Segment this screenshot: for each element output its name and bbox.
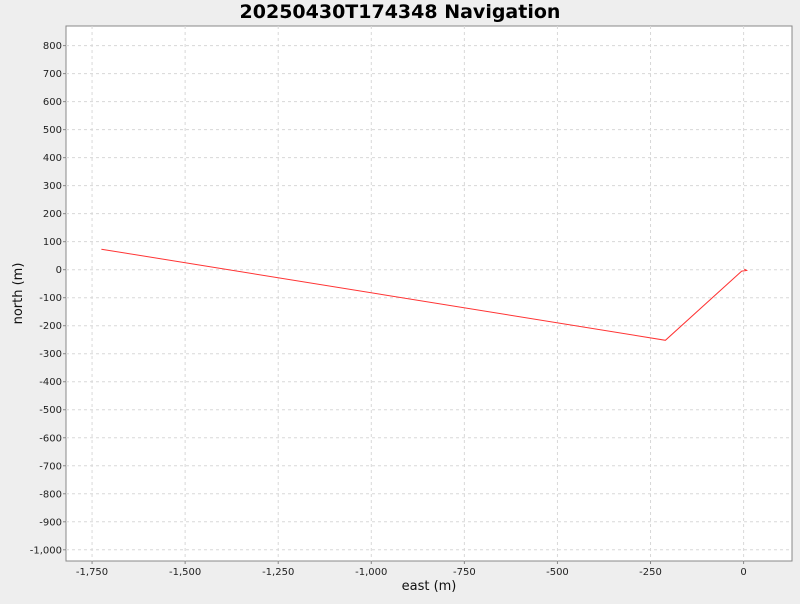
x-tick-label: -1,750 (76, 567, 108, 578)
x-axis-label: east (m) (402, 579, 457, 594)
y-tick-label: -300 (39, 349, 62, 360)
y-tick-label: 600 (43, 97, 62, 108)
x-tick-label: -1,250 (262, 567, 294, 578)
y-tick-label: 500 (43, 125, 62, 136)
y-tick-label: -800 (39, 489, 62, 500)
y-tick-label: -100 (39, 293, 62, 304)
y-tick-label: -1,000 (30, 545, 62, 556)
series-layer (101, 248, 749, 341)
y-tick-label: 400 (43, 153, 62, 164)
x-tick-label: -250 (639, 567, 662, 578)
y-tick-label: 700 (43, 69, 62, 80)
chart-title: 20250430T174348 Navigation (240, 1, 561, 23)
y-tick-label: 300 (43, 181, 62, 192)
x-tick-label: -500 (546, 567, 569, 578)
y-tick-label: -200 (39, 321, 62, 332)
y-tick-label: -900 (39, 517, 62, 528)
y-tick-label: 0 (56, 265, 62, 276)
axis-layer: 800 700 600 500 400 300 200 100 0 -100 -200 -300 -40… (30, 41, 747, 578)
y-tick-label: -400 (39, 377, 62, 388)
y-tick-label: -700 (39, 461, 62, 472)
series-line (101, 248, 749, 341)
x-tick-label: -1,500 (169, 567, 201, 578)
y-tick-label: 200 (43, 209, 62, 220)
plot-area (65, 25, 793, 562)
grid-layer (66, 26, 792, 561)
y-tick-label: -600 (39, 433, 62, 444)
x-tick-label: -750 (453, 567, 476, 578)
y-tick-label: -500 (39, 405, 62, 416)
y-tick-label: 800 (43, 41, 62, 52)
x-tick-label: 0 (740, 567, 746, 578)
y-axis-label: north (m) (11, 263, 26, 325)
x-tick-label: -1,000 (355, 567, 387, 578)
y-tick-label: 100 (43, 237, 62, 248)
